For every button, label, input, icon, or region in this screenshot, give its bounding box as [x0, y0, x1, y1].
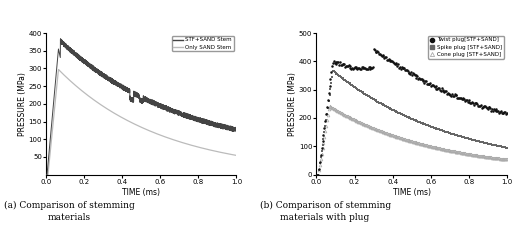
- Legend: STF+SAND Stem, Only SAND Stem: STF+SAND Stem, Only SAND Stem: [172, 36, 233, 51]
- Text: (b) Comparison of stemming
materials with plug: (b) Comparison of stemming materials wit…: [260, 201, 391, 222]
- X-axis label: TIME (ms): TIME (ms): [122, 188, 160, 197]
- Y-axis label: PRESSURE (MPa): PRESSURE (MPa): [18, 72, 27, 136]
- Text: (a) Comparison of stemming
materials: (a) Comparison of stemming materials: [4, 201, 135, 222]
- Y-axis label: PRESSURE (MPa): PRESSURE (MPa): [288, 72, 297, 136]
- X-axis label: TIME (ms): TIME (ms): [393, 188, 431, 197]
- Legend: Twist plug[STF+SAND], Spike plug [STF+SAND], Cone plug [STF+SAND]: Twist plug[STF+SAND], Spike plug [STF+SA…: [428, 36, 504, 59]
